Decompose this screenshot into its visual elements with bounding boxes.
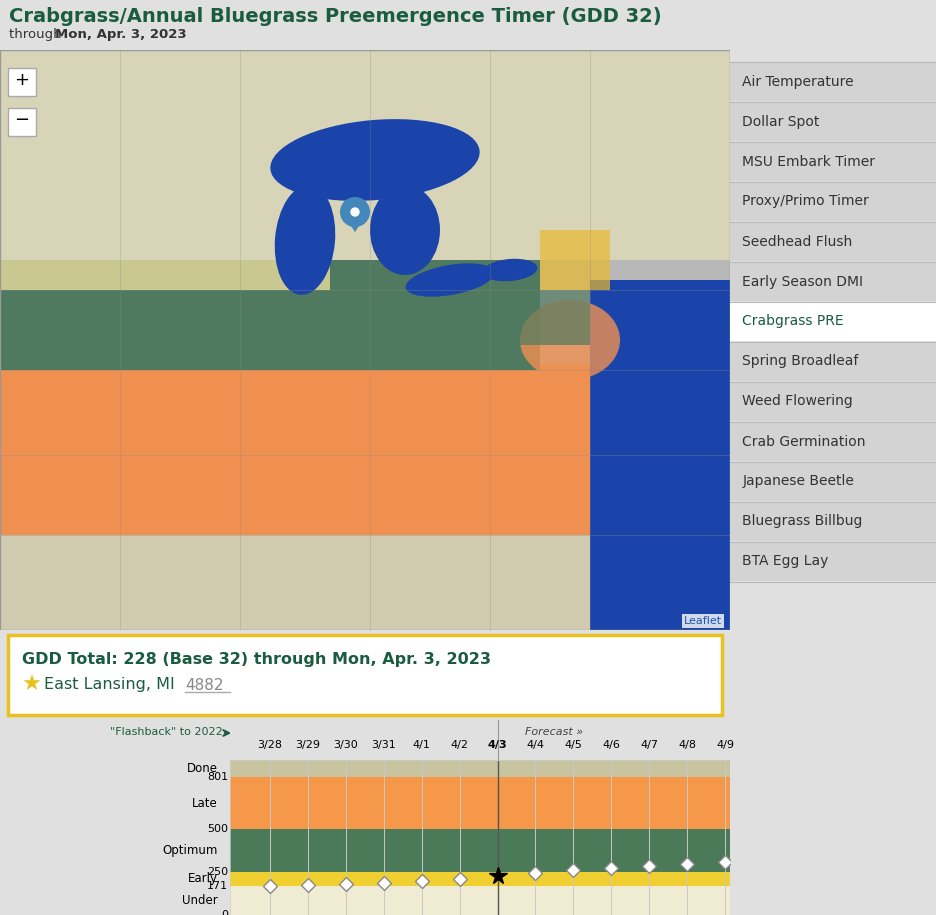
Bar — [730, 502, 936, 541]
Text: Crabgrass PRE: Crabgrass PRE — [742, 315, 844, 328]
Text: 3/28: 3/28 — [257, 740, 283, 750]
Bar — [0, 210, 330, 290]
Text: ★: ★ — [22, 675, 42, 695]
Ellipse shape — [405, 264, 494, 296]
Text: 4/7: 4/7 — [640, 740, 658, 750]
Text: Late: Late — [192, 797, 218, 810]
Text: Optimum: Optimum — [163, 844, 218, 857]
Text: Under: Under — [183, 894, 218, 907]
Text: 4/4: 4/4 — [526, 740, 545, 750]
Bar — [230, 760, 730, 777]
Bar — [730, 182, 936, 221]
Text: East Lansing, MI: East Lansing, MI — [44, 677, 175, 693]
Text: Early: Early — [188, 872, 218, 886]
Text: Proxy/Primo Timer: Proxy/Primo Timer — [742, 195, 870, 209]
Text: Crab Germination: Crab Germination — [742, 435, 866, 448]
Ellipse shape — [525, 405, 585, 455]
Bar — [230, 872, 730, 886]
Bar — [730, 62, 936, 101]
Bar — [490, 290, 590, 345]
Bar — [0, 365, 600, 535]
Bar — [730, 382, 936, 421]
Bar — [230, 777, 730, 829]
Text: 801: 801 — [207, 772, 228, 782]
Text: 4882: 4882 — [185, 677, 224, 693]
Bar — [730, 342, 936, 381]
Text: Dollar Spot: Dollar Spot — [742, 114, 820, 128]
Text: 4/5: 4/5 — [564, 740, 582, 750]
Ellipse shape — [271, 119, 479, 201]
Bar — [730, 542, 936, 581]
Bar — [590, 280, 730, 630]
Text: 4/8: 4/8 — [678, 740, 696, 750]
Text: "Flashback" to 2022: "Flashback" to 2022 — [110, 727, 223, 737]
Bar — [730, 302, 936, 341]
Text: 4/6: 4/6 — [602, 740, 621, 750]
Text: 4/3: 4/3 — [488, 740, 507, 750]
Text: 4/9: 4/9 — [716, 740, 734, 750]
Polygon shape — [347, 220, 363, 232]
Ellipse shape — [520, 300, 620, 380]
Bar — [540, 230, 610, 290]
Text: MSU Embark Timer: MSU Embark Timer — [742, 155, 875, 168]
Text: 4/1: 4/1 — [413, 740, 431, 750]
Text: 0: 0 — [221, 910, 228, 915]
Text: through: through — [8, 28, 66, 41]
Text: +: + — [14, 71, 30, 89]
Text: Seedhead Flush: Seedhead Flush — [742, 234, 853, 249]
Ellipse shape — [370, 185, 440, 275]
Text: Early Season DMI: Early Season DMI — [742, 274, 863, 288]
Bar — [8, 635, 722, 715]
Text: 3/29: 3/29 — [296, 740, 320, 750]
Bar — [0, 50, 730, 260]
Text: Crabgrass/Annual Bluegrass Preemergence Timer (GDD 32): Crabgrass/Annual Bluegrass Preemergence … — [8, 7, 662, 27]
Text: GDD Total: 228 (Base 32) through Mon, Apr. 3, 2023: GDD Total: 228 (Base 32) through Mon, Ap… — [22, 652, 491, 667]
Text: Mon, Apr. 3, 2023: Mon, Apr. 3, 2023 — [54, 28, 186, 41]
Text: BTA Egg Lay: BTA Egg Lay — [742, 554, 828, 568]
Text: 500: 500 — [207, 824, 228, 834]
Text: Weed Flowering: Weed Flowering — [742, 394, 853, 408]
Text: 3/31: 3/31 — [372, 740, 396, 750]
Bar — [730, 142, 936, 181]
Text: 250: 250 — [207, 867, 228, 877]
Text: Air Temperature: Air Temperature — [742, 74, 854, 89]
Text: Forecast »: Forecast » — [525, 727, 583, 737]
Bar — [730, 422, 936, 461]
Bar — [230, 886, 730, 915]
Text: Bluegrass Billbug: Bluegrass Billbug — [742, 514, 863, 529]
Ellipse shape — [483, 259, 537, 281]
Bar — [730, 102, 936, 141]
Bar — [0, 250, 540, 370]
Circle shape — [341, 198, 369, 226]
Text: −: − — [14, 111, 30, 129]
Bar — [0, 535, 730, 630]
Text: Leaflet: Leaflet — [684, 616, 722, 626]
Bar — [8, 68, 36, 96]
Bar — [730, 462, 936, 501]
Text: 171: 171 — [207, 880, 228, 890]
Bar — [8, 108, 36, 136]
Text: Done: Done — [187, 762, 218, 775]
Text: Spring Broadleaf: Spring Broadleaf — [742, 354, 858, 369]
Circle shape — [351, 208, 359, 216]
Text: 4/2: 4/2 — [450, 740, 469, 750]
Ellipse shape — [275, 185, 335, 295]
Bar — [730, 262, 936, 301]
Bar — [230, 760, 730, 915]
Bar — [730, 222, 936, 261]
Bar — [230, 829, 730, 872]
Text: 3/30: 3/30 — [333, 740, 358, 750]
Text: Japanese Beetle: Japanese Beetle — [742, 475, 855, 489]
